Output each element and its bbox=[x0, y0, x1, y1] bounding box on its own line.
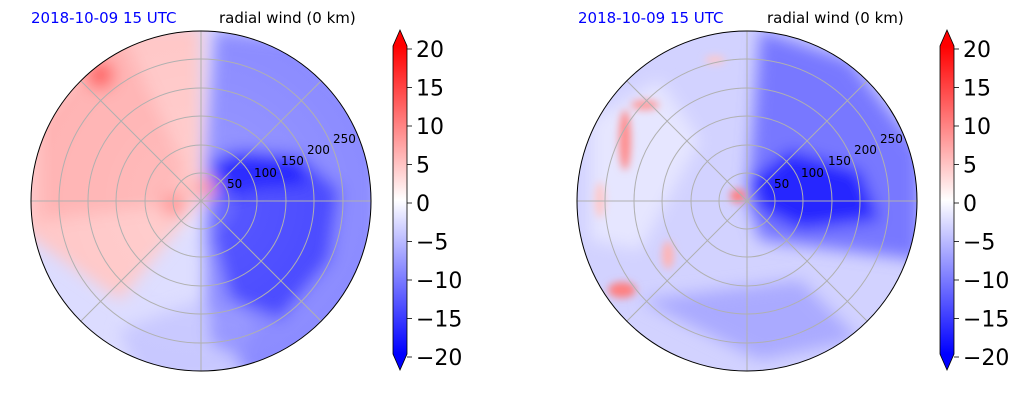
left-rlabel-250: 250 bbox=[333, 132, 356, 146]
left-colorbar-tick-label: −15 bbox=[416, 308, 462, 333]
right-radial-labels: 50 100 150 200 250 bbox=[774, 132, 903, 191]
left-colorbar-tick-label: −10 bbox=[416, 269, 462, 294]
left-colorbar-body bbox=[393, 46, 407, 354]
right-rlabel-150: 150 bbox=[828, 154, 851, 168]
right-colorbar-tick-label: 20 bbox=[963, 38, 991, 63]
right-colorbar-tick-label: 0 bbox=[963, 192, 977, 217]
right-colorbar-body bbox=[940, 46, 954, 354]
right-polar-grid bbox=[576, 30, 918, 372]
left-colorbar-tick-label: 10 bbox=[416, 115, 444, 140]
left-title-field: radial wind (0 km) bbox=[219, 9, 356, 27]
right-colorbar-tick-label: −15 bbox=[963, 308, 1009, 333]
right-title-field: radial wind (0 km) bbox=[767, 9, 904, 27]
right-colorbar-tick-label: 5 bbox=[963, 154, 977, 179]
left-colorbar-tick-label: 15 bbox=[416, 77, 444, 102]
right-colorbar-tick-label: 15 bbox=[963, 77, 991, 102]
left-rlabel-100: 100 bbox=[254, 166, 277, 180]
right-title-time: 2018-10-09 15 UTC bbox=[578, 9, 724, 27]
left-rlabel-150: 150 bbox=[281, 154, 304, 168]
left-colorbar: 20 15 10 5 0 −5 −10 −15 −20 bbox=[392, 29, 462, 371]
left-colorbar-extend-bottom bbox=[393, 354, 407, 370]
left-colorbar-tick-label: −20 bbox=[416, 346, 462, 371]
right-rlabel-100: 100 bbox=[801, 166, 824, 180]
right-colorbar-extend-top bbox=[940, 30, 954, 46]
right-colorbar-extend-bottom bbox=[940, 354, 954, 370]
right-colorbar: 20 15 10 5 0 −5 −10 −15 −20 bbox=[939, 29, 1009, 371]
right-colorbar-tick-label: 10 bbox=[963, 115, 991, 140]
left-title-time: 2018-10-09 15 UTC bbox=[31, 9, 177, 27]
left-colorbar-tick-label: 0 bbox=[416, 192, 430, 217]
right-polar-frame bbox=[576, 30, 918, 372]
left-colorbar-tick-label: −5 bbox=[416, 231, 448, 256]
left-rlabel-200: 200 bbox=[307, 143, 330, 157]
left-polar-frame bbox=[30, 30, 372, 372]
right-colorbar-tick-label: −10 bbox=[963, 269, 1009, 294]
left-panel: 2018-10-09 15 UTC radial wind (0 km) bbox=[30, 9, 462, 372]
left-polar-grid bbox=[30, 30, 372, 372]
left-colorbar-tick-label: 20 bbox=[416, 38, 444, 63]
right-colorbar-tick-label: −20 bbox=[963, 346, 1009, 371]
right-panel: 2018-10-09 15 UTC radial wind (0 km) bbox=[576, 9, 1009, 372]
right-rlabel-200: 200 bbox=[854, 143, 877, 157]
left-colorbar-tick-label: 5 bbox=[416, 154, 430, 179]
right-rlabel-50: 50 bbox=[774, 177, 789, 191]
left-colorbar-extend-top bbox=[393, 30, 407, 46]
right-colorbar-tick-label: −5 bbox=[963, 231, 995, 256]
left-radial-labels: 50 100 150 200 250 bbox=[227, 132, 356, 191]
left-rlabel-50: 50 bbox=[227, 177, 242, 191]
right-rlabel-250: 250 bbox=[880, 132, 903, 146]
